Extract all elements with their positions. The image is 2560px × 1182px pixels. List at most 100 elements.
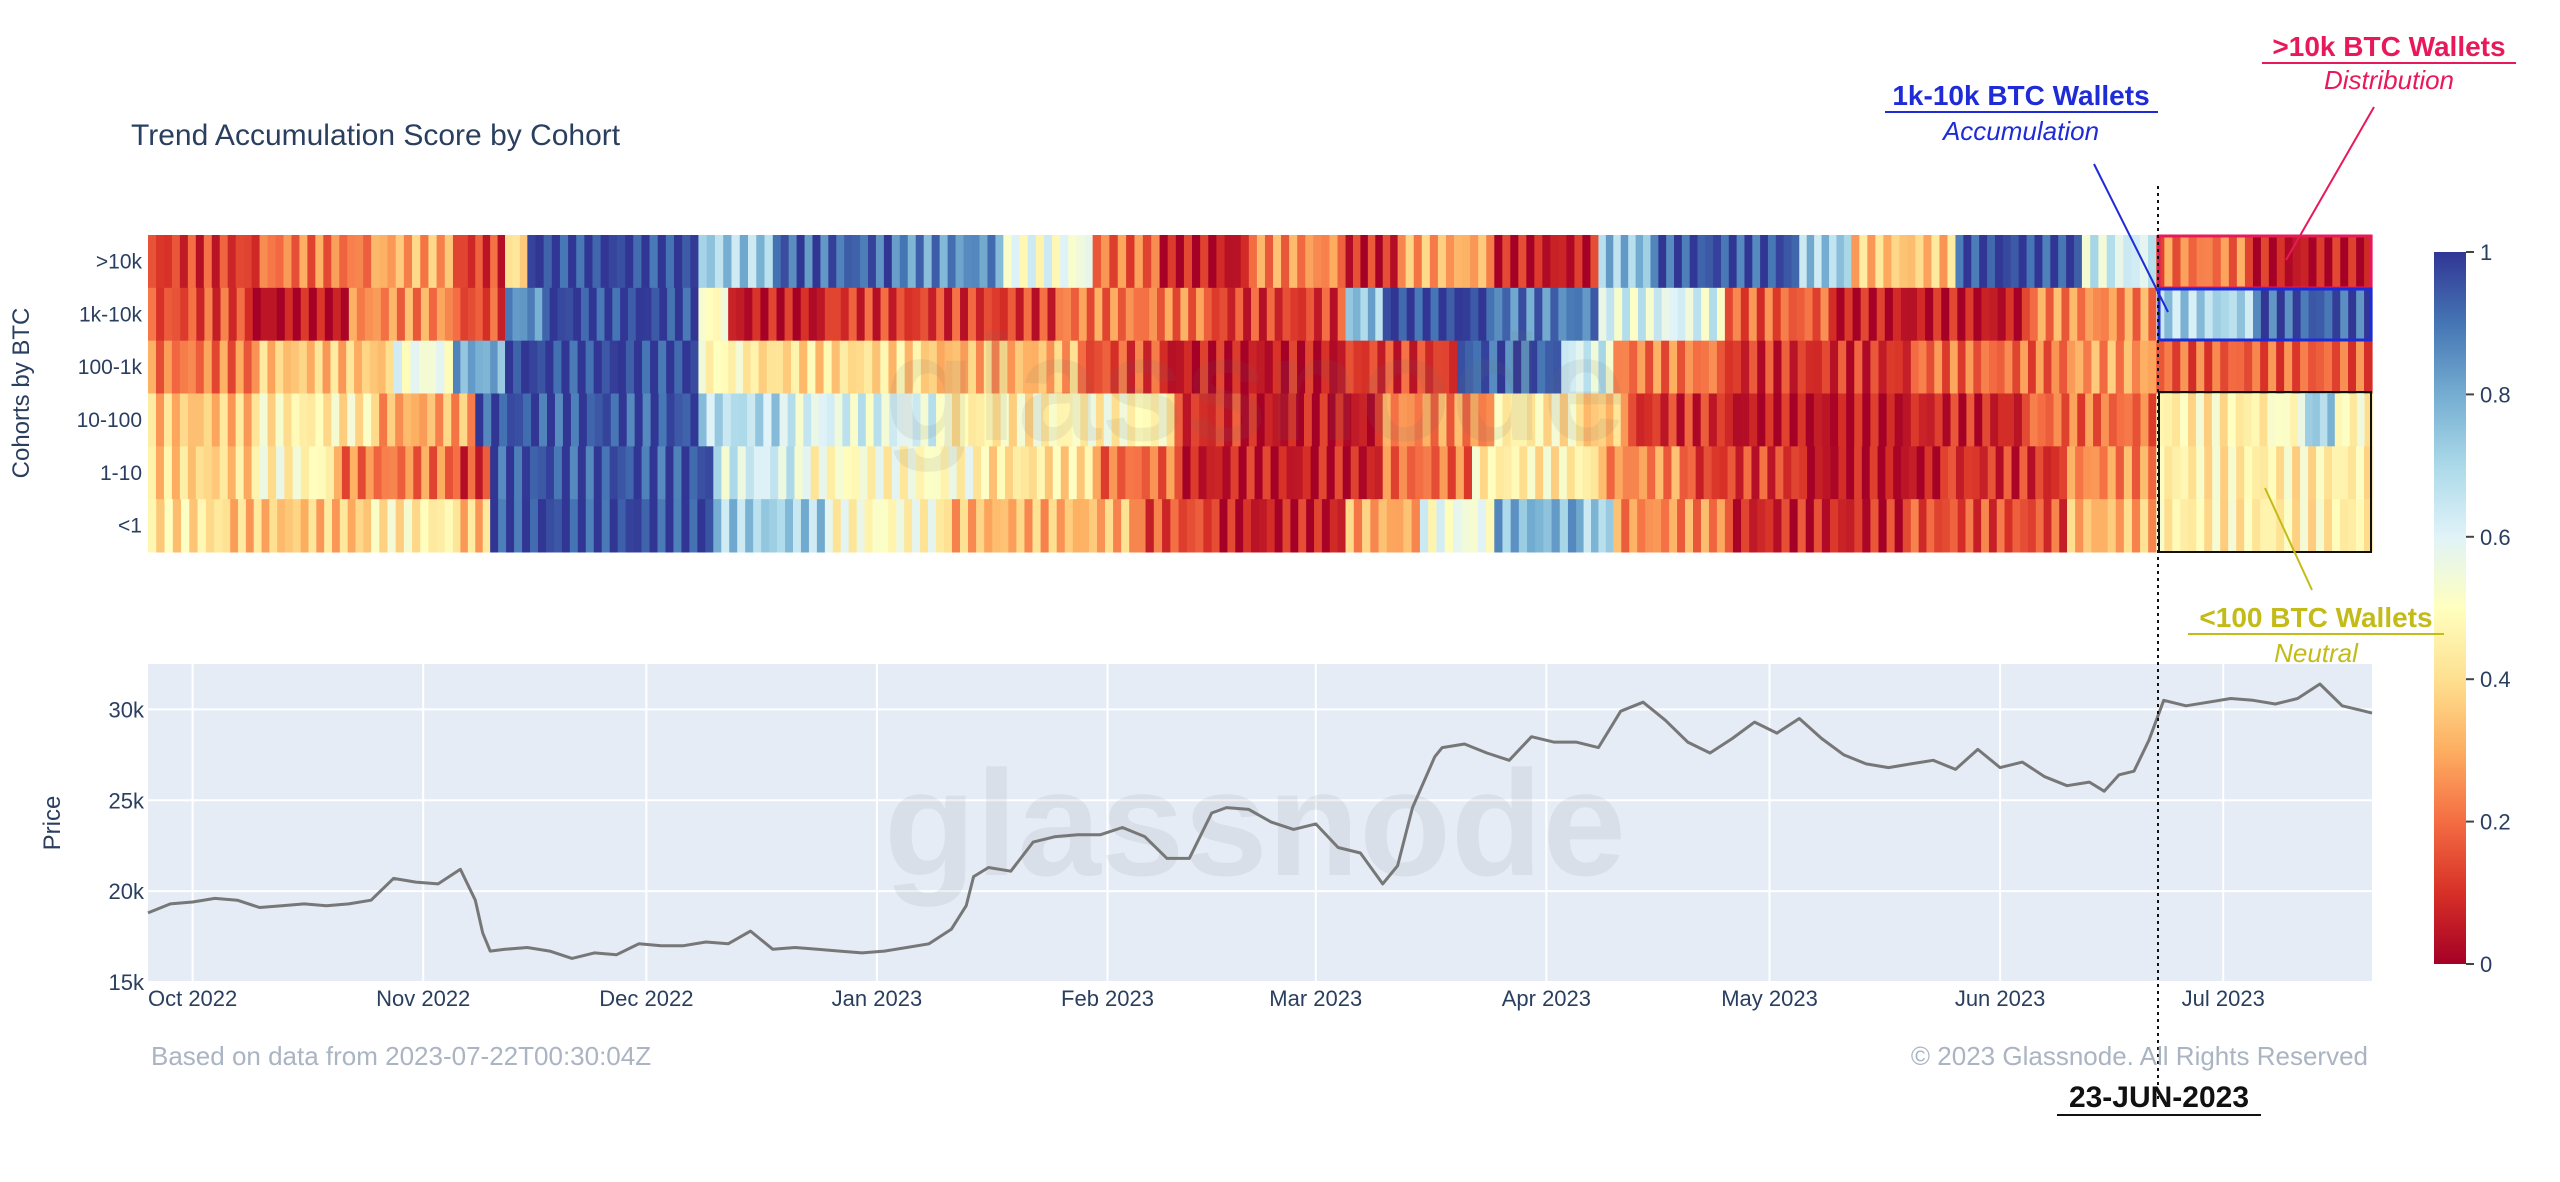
heatmap-cell [2276, 287, 2286, 342]
heatmap-cell [251, 235, 261, 289]
heatmap-cell [1854, 499, 1863, 553]
heatmap-cell [2035, 499, 2045, 553]
heatmap-cell [1518, 235, 1527, 289]
heatmap-cell [1121, 499, 1130, 553]
heatmap-cell [1102, 340, 1112, 394]
heatmap-cell [778, 446, 787, 500]
heatmap-cell [2156, 499, 2165, 553]
heatmap-cell [2236, 446, 2245, 500]
heatmap-cell [642, 340, 651, 394]
heatmap-cell [2108, 393, 2118, 447]
heatmap-cell [1807, 446, 1816, 500]
heatmap-cell [880, 340, 890, 394]
heatmap-cell [1174, 393, 1184, 447]
heatmap-cell [1781, 340, 1791, 394]
heatmap-cell [1851, 235, 1860, 289]
heatmap-cell [1773, 393, 1783, 447]
heatmap-cell [428, 235, 438, 289]
heatmap-cell [1264, 340, 1274, 394]
heatmap-cell [1971, 446, 1981, 500]
heatmap-cell [1078, 287, 1088, 342]
heatmap-cell [1273, 235, 1282, 289]
price-x-tick-label: Feb 2023 [1061, 986, 1154, 1011]
heatmap-cell [1437, 235, 1447, 289]
heatmap-cell [267, 446, 277, 500]
heatmap-cell [283, 340, 292, 394]
heatmap-cell [2284, 235, 2294, 289]
heatmap-cell [2034, 235, 2043, 289]
heatmap-cell [1302, 446, 1312, 500]
heatmap-cell [2228, 235, 2238, 289]
heatmap-cell [1319, 393, 1329, 447]
heatmap-cell [2172, 499, 2181, 553]
heatmap-cell [1270, 446, 1280, 500]
annotation-retail-pointer [2264, 487, 2313, 591]
heatmap-cell [1574, 235, 1584, 289]
heatmap-cell [163, 235, 173, 289]
heatmap-cell [972, 446, 982, 500]
heatmap-cell [339, 393, 348, 447]
heatmap-cell [2260, 287, 2270, 342]
colorbar-tick-label: 0.2 [2480, 810, 2511, 835]
heatmap-cell [991, 287, 1001, 342]
heatmap-cell [888, 287, 898, 342]
heatmap-cell [1038, 340, 1048, 394]
heatmap-cell [2268, 499, 2277, 553]
heatmap-cell [1645, 340, 1654, 394]
heatmap-cell [777, 499, 786, 553]
heatmap-cell [1361, 340, 1371, 394]
heatmap-cell [784, 287, 794, 342]
heatmap-cell [1362, 499, 1371, 553]
heatmap-cell [2180, 340, 2189, 394]
heatmap-cell [1732, 499, 1742, 553]
heatmap-cell [1390, 235, 1399, 289]
heatmap-cell [1751, 446, 1761, 500]
heatmap-cell [1486, 499, 1495, 553]
heatmap-cell [1559, 393, 1569, 447]
heatmap-cell [537, 446, 547, 500]
heatmap-cell [802, 446, 812, 500]
heatmap-cell [981, 446, 990, 500]
heatmap-cell [976, 499, 985, 553]
heatmap-cell [148, 287, 157, 342]
annotation-whale-subtitle: Distribution [2324, 65, 2454, 95]
heatmap-cell [1489, 340, 1498, 394]
heatmap-cell [2043, 499, 2053, 553]
heatmap-cell [1958, 393, 1967, 447]
heatmap-cell [1783, 446, 1792, 500]
heatmap-cell [428, 287, 438, 342]
heatmap-cell [808, 499, 818, 553]
heatmap-cell [657, 235, 667, 289]
heatmap-cell [2172, 446, 2181, 500]
heatmap-cell [713, 446, 723, 500]
heatmap-cell [2220, 446, 2229, 500]
heatmap-cell [782, 340, 792, 394]
heatmap-cell [1047, 287, 1057, 342]
heatmap-cell [171, 446, 181, 500]
heatmap-cell [1254, 446, 1264, 500]
heatmap-cell [1028, 446, 1038, 500]
heatmap-cell [2077, 393, 2086, 447]
heatmap-cell [2005, 287, 2015, 342]
heatmap-cell [1716, 287, 1726, 342]
heatmap-cell [330, 340, 339, 394]
heatmap-cell [1650, 235, 1659, 289]
heatmap-cell [1190, 446, 1200, 500]
heatmap-cell [1797, 340, 1807, 394]
heatmap-cell [785, 499, 794, 553]
heatmap-cell [728, 287, 737, 342]
heatmap-cell [322, 340, 332, 394]
heatmap-cell [971, 235, 981, 289]
heatmap-cell [292, 446, 302, 500]
heatmap-cell [569, 446, 579, 500]
heatmap-cell [2002, 235, 2012, 289]
heatmap-cell [1366, 393, 1376, 447]
heatmap-cell [1628, 235, 1637, 289]
heatmap-cell [1195, 499, 1204, 553]
heatmap-cell [1352, 235, 1362, 289]
heatmap-cell [1454, 235, 1463, 289]
heatmap-cell [650, 393, 660, 447]
heatmap-cell [2093, 393, 2102, 447]
heatmap-cell [1494, 287, 1503, 342]
heatmap-cell [713, 340, 722, 394]
